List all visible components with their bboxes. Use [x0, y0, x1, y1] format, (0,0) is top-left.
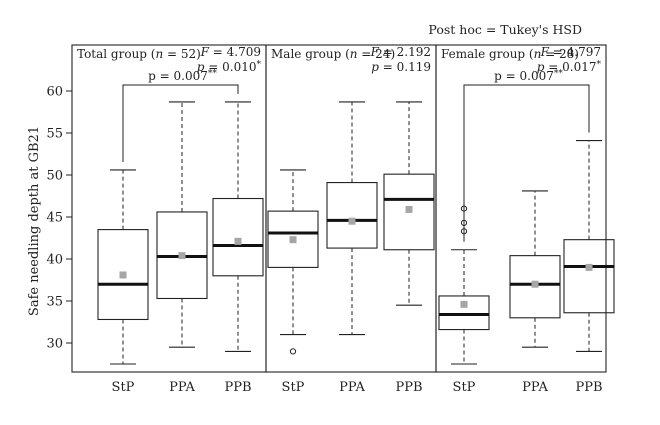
box-stp: [438, 205, 490, 365]
p-symbol: p: [197, 60, 205, 74]
panel-title: Female group (n = 28): [441, 47, 579, 61]
p-number: = 0.010: [204, 60, 256, 74]
box-stp: [267, 169, 319, 355]
p-number: = 0.017: [544, 60, 596, 74]
x-tick-label-stp: StP: [112, 380, 135, 395]
bracket-label: p = 0.007**: [494, 69, 563, 83]
panel-frame: [71, 44, 267, 373]
f-symbol: F: [370, 45, 380, 59]
bracket-line: [122, 84, 239, 162]
bracket-line: [463, 84, 590, 242]
significance-bracket: p = 0.007**: [122, 69, 239, 162]
title-suffix: = 24): [357, 47, 395, 61]
x-tick-label-stp: StP: [453, 380, 476, 395]
title-n: n: [350, 47, 358, 61]
iqr-box: [212, 197, 264, 277]
outlier-point: [289, 348, 297, 355]
panel-frame: [435, 44, 607, 373]
f-symbol: F: [200, 45, 210, 59]
title-suffix: = 28): [541, 47, 579, 61]
y-axis: 30 35 40 45 50 55 60: [46, 85, 72, 352]
y-tick-label: 55: [46, 127, 63, 142]
y-tick-label: 45: [46, 211, 63, 226]
bracket-significance-mark: **: [208, 69, 218, 79]
iqr-box: [438, 295, 490, 331]
title-prefix: Male group (: [271, 47, 350, 61]
box-ppb: [212, 101, 264, 352]
p-significance-mark: *: [257, 60, 262, 70]
panel-title: Male group (n = 24): [271, 47, 395, 61]
x-tick-label-stp: StP: [282, 380, 305, 395]
box-ppa: [509, 190, 561, 348]
mean-marker: [348, 217, 356, 225]
y-tick-label: 50: [46, 169, 63, 184]
y-tick-label: 40: [46, 253, 63, 268]
iqr-box: [326, 182, 378, 249]
mean-marker: [531, 280, 539, 288]
title-prefix: Female group (: [441, 47, 534, 61]
box-ppa: [156, 101, 208, 348]
mean-marker: [178, 252, 186, 260]
y-tick-label: 35: [46, 295, 63, 310]
box-ppb: [383, 101, 435, 306]
title-n: n: [155, 47, 163, 61]
title-n: n: [534, 47, 542, 61]
iqr-box: [267, 210, 319, 268]
f-value: = 4.797: [549, 45, 601, 59]
p-symbol: p: [537, 60, 545, 74]
x-tick-label-ppa: PPA: [169, 380, 195, 395]
bracket-p-value: p = 0.007: [494, 69, 554, 83]
f-value: = 2.192: [379, 45, 431, 59]
title-prefix: Total group (: [77, 47, 155, 61]
bracket-label: p = 0.007**: [148, 69, 217, 83]
x-tick-label-ppb: PPB: [224, 380, 251, 395]
title-suffix: = 52): [163, 47, 201, 61]
iqr-box: [563, 239, 615, 314]
significance-bracket: p = 0.007**: [463, 69, 590, 242]
y-tick-label: 60: [46, 85, 63, 100]
f-statistic: F = 2.192: [370, 45, 431, 59]
bracket-significance-mark: **: [554, 69, 564, 79]
f-statistic: F = 4.709: [200, 45, 261, 59]
p-value: p = 0.010*: [197, 60, 262, 74]
p-symbol: p: [371, 60, 379, 74]
mean-marker: [289, 236, 297, 244]
x-tick-label-ppa: PPA: [522, 380, 548, 395]
p-value: p = 0.119: [371, 60, 431, 74]
mean-marker: [585, 263, 593, 271]
box-ppb: [563, 140, 615, 352]
x-tick-label-ppb: PPB: [575, 380, 602, 395]
box-stp: [97, 169, 149, 365]
f-statistic: F = 4.797: [540, 45, 601, 59]
x-tick-label-ppb: PPB: [395, 380, 422, 395]
p-value: p = 0.017*: [537, 60, 602, 74]
mean-marker: [405, 205, 413, 213]
mean-marker: [460, 300, 468, 308]
iqr-box: [383, 173, 435, 251]
post-hoc-note: Post hoc = Tukey's HSD: [428, 22, 582, 37]
mean-marker: [234, 237, 242, 245]
y-tick-label: 30: [46, 337, 63, 352]
f-symbol: F: [540, 45, 550, 59]
panel-title: Total group (n = 52): [77, 47, 201, 61]
iqr-box: [509, 255, 561, 319]
bracket-p-value: p = 0.007: [148, 69, 208, 83]
p-significance-mark: *: [597, 60, 602, 70]
mean-marker: [119, 271, 127, 279]
f-value: = 4.709: [209, 45, 261, 59]
p-number: = 0.119: [379, 60, 431, 74]
box-ppa: [326, 101, 378, 336]
x-tick-label-ppa: PPA: [339, 380, 365, 395]
y-axis-label: Safe needling depth at GB21: [27, 126, 42, 316]
iqr-box: [97, 229, 149, 321]
